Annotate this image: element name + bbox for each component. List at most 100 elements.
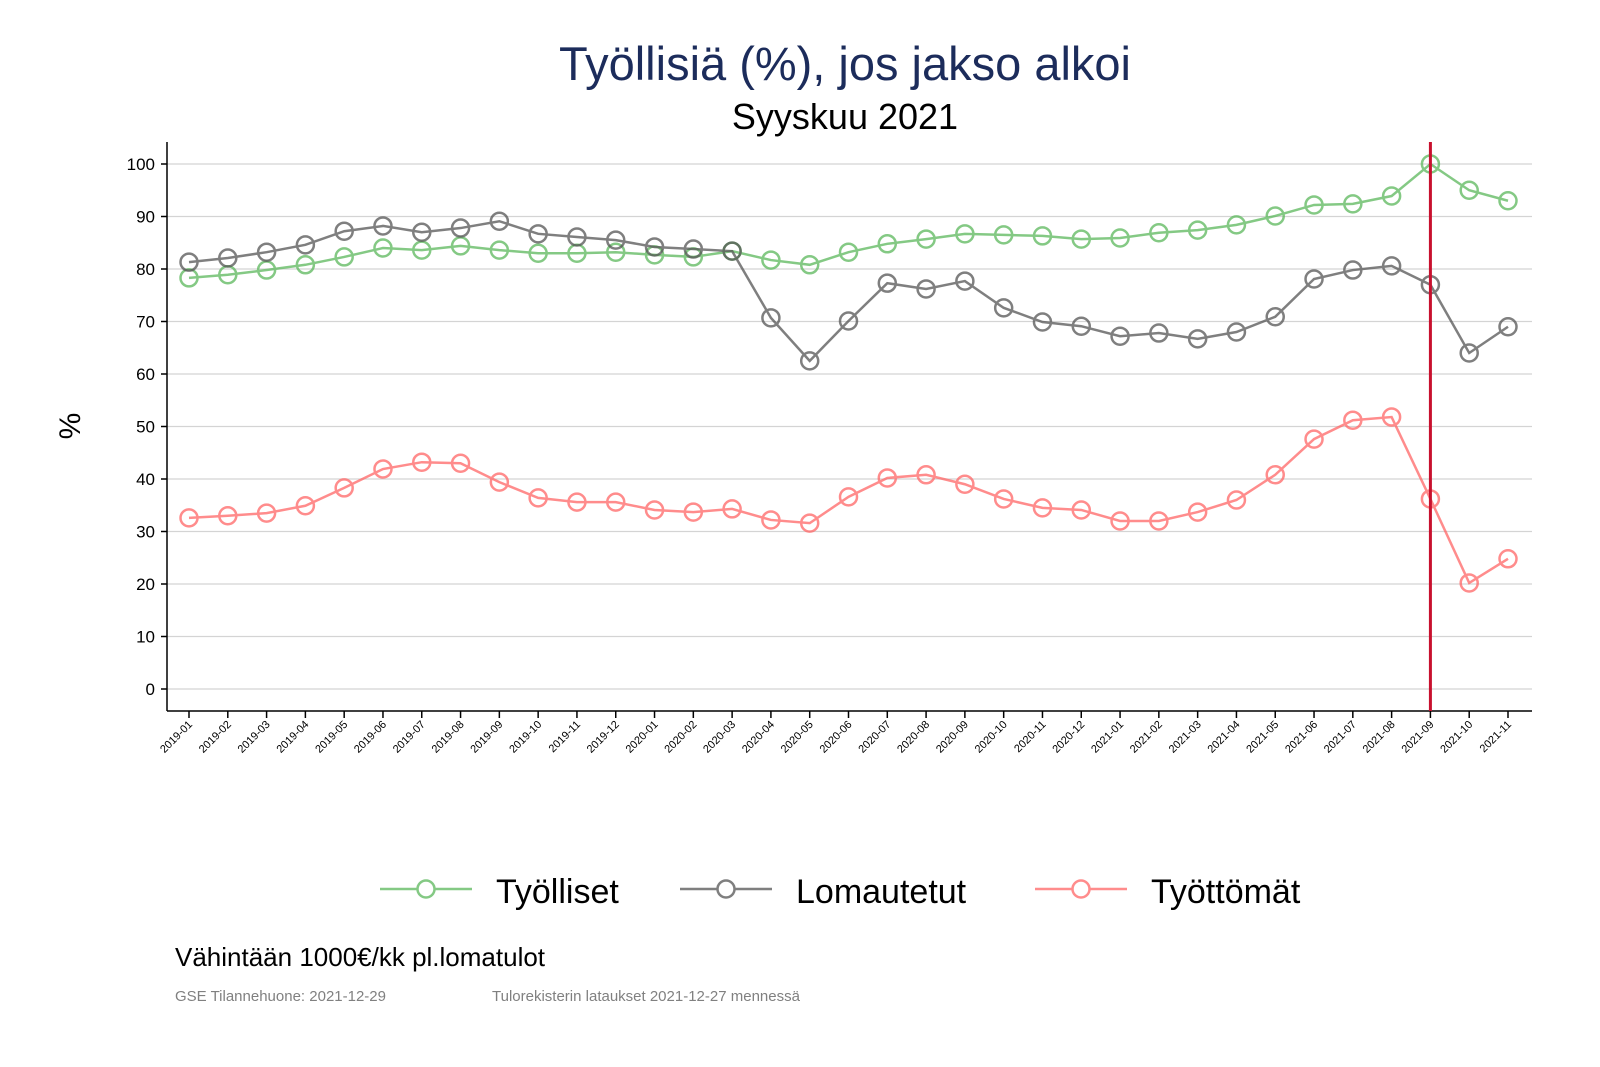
data-point <box>683 502 704 522</box>
x-tick-label: 2021-11 <box>1478 719 1514 755</box>
data-point <box>1187 502 1208 522</box>
data-point <box>412 222 432 242</box>
series-Työttömät <box>179 407 1518 593</box>
data-point <box>877 273 898 293</box>
data-point <box>334 478 354 498</box>
legend-label: Työttömät <box>1151 873 1301 911</box>
legend-key <box>680 879 772 899</box>
data-point <box>1459 180 1479 200</box>
data-point <box>722 241 742 261</box>
y-tick-label: 100 <box>127 155 155 174</box>
data-point <box>489 240 510 260</box>
data-point <box>295 255 316 275</box>
data-point <box>916 229 936 249</box>
y-tick-label: 30 <box>136 523 155 542</box>
data-point <box>838 487 859 507</box>
data-point <box>1304 195 1324 215</box>
data-point <box>761 308 781 328</box>
data-point <box>528 488 548 508</box>
data-point <box>295 235 316 255</box>
data-point <box>450 453 471 473</box>
data-point <box>1149 511 1169 531</box>
x-tick-label: 2021-05 <box>1244 719 1281 756</box>
data-point <box>334 247 354 267</box>
x-tick-label: 2020-07 <box>856 719 893 756</box>
x-tick-label: 2019-01 <box>158 719 195 756</box>
data-point <box>683 239 704 259</box>
data-point <box>1226 490 1247 510</box>
data-point <box>1032 498 1053 518</box>
data-point <box>1498 191 1518 211</box>
y-tick-label: 40 <box>136 470 155 489</box>
data-point <box>1226 215 1247 235</box>
series-line <box>188 162 1509 280</box>
data-point <box>528 224 548 244</box>
data-point <box>1343 194 1363 214</box>
x-tick-label: 2021-07 <box>1322 719 1359 756</box>
data-point <box>644 237 665 257</box>
data-point <box>838 311 859 331</box>
legend-key <box>380 879 472 899</box>
y-tick-label: 10 <box>136 628 155 647</box>
data-point <box>1032 312 1053 332</box>
data-point <box>256 242 277 262</box>
x-tick-label: 2019-07 <box>391 719 428 756</box>
data-point <box>1304 429 1324 449</box>
data-point <box>450 218 471 238</box>
data-point <box>1032 226 1053 246</box>
data-point <box>1304 269 1324 289</box>
legend-marker <box>416 879 436 899</box>
x-tick-label: 2019-10 <box>507 719 544 756</box>
data-point <box>1343 410 1363 430</box>
x-tick-label: 2019-04 <box>274 719 311 756</box>
legend-label: Lomautetut <box>796 873 967 911</box>
x-tick-label: 2020-05 <box>779 719 816 756</box>
data-point <box>373 216 393 236</box>
x-tick-label: 2020-03 <box>701 719 738 756</box>
data-point <box>955 271 975 291</box>
x-tick-label: 2020-11 <box>1012 719 1048 755</box>
x-tick-label: 2020-06 <box>818 719 855 756</box>
data-point <box>373 238 393 258</box>
y-tick-label: 70 <box>136 313 155 332</box>
data-point <box>877 234 898 254</box>
chart-title: Työllisiä (%), jos jakso alkoi <box>558 37 1131 90</box>
data-point <box>1187 220 1208 240</box>
data-point <box>761 510 781 530</box>
x-tick-label: 2021-04 <box>1206 719 1243 756</box>
x-tick-label: 2019-09 <box>468 719 505 756</box>
data-point <box>761 250 781 270</box>
x-tick-label: 2019-08 <box>430 719 467 756</box>
x-tick-label: 2021-01 <box>1089 719 1126 756</box>
data-point <box>1265 307 1285 327</box>
data-point <box>1498 549 1518 569</box>
data-point <box>1381 256 1402 276</box>
data-point <box>179 508 199 528</box>
legend-marker <box>716 879 736 899</box>
data-point <box>373 459 393 479</box>
y-tick-label: 80 <box>136 260 155 279</box>
legend-label: Työlliset <box>496 873 619 911</box>
x-tick-label: 2021-03 <box>1167 719 1204 756</box>
data-point <box>605 492 626 512</box>
data-point <box>528 243 548 263</box>
data-point <box>1381 186 1402 206</box>
data-point <box>1459 343 1479 363</box>
data-point <box>1265 465 1285 485</box>
chart-subtitle: Syyskuu 2021 <box>731 96 959 137</box>
x-tick-label: 2019-05 <box>313 719 350 756</box>
legend-key <box>1035 879 1127 899</box>
data-point <box>256 503 277 523</box>
data-point <box>916 465 936 485</box>
x-tick-label: 2020-01 <box>624 719 661 756</box>
data-point <box>722 499 742 519</box>
y-tick-label: 90 <box>136 208 155 227</box>
x-tick-label: 2020-09 <box>934 719 971 756</box>
y-tick-label: 50 <box>136 418 155 437</box>
data-point <box>1071 316 1092 336</box>
series-line <box>188 219 1509 363</box>
x-tick-label: 2019-11 <box>547 719 583 755</box>
data-point <box>1071 500 1092 520</box>
data-point <box>489 472 510 492</box>
